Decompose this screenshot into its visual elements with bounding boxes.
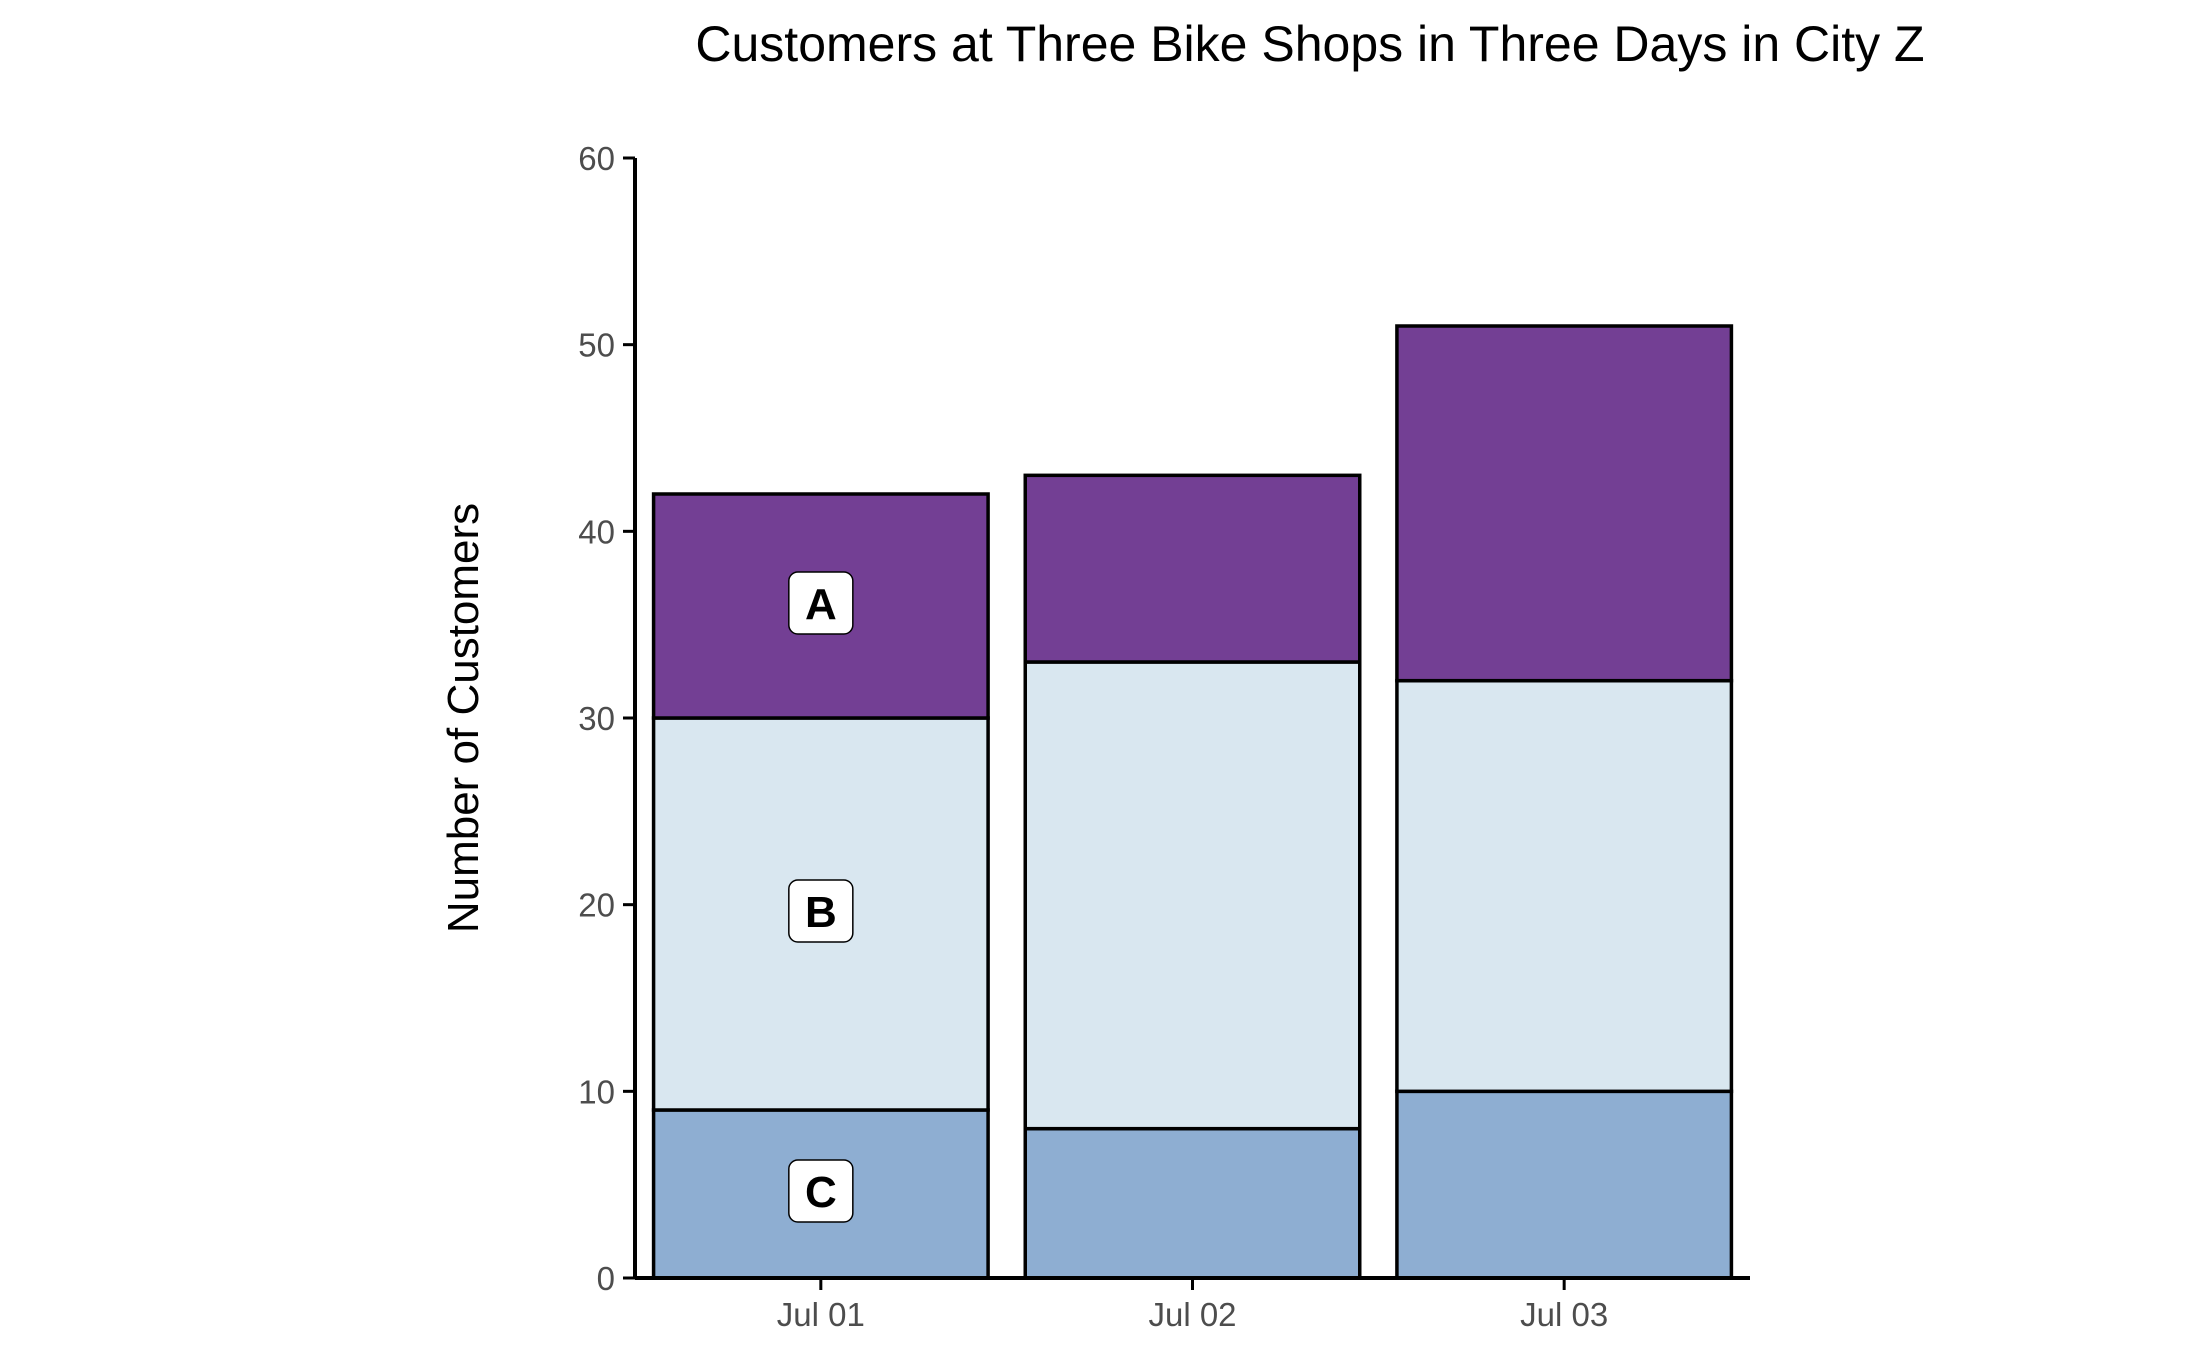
segment-labels-layer: A B C <box>788 571 854 1223</box>
chart-title: Customers at Three Bike Shops in Three D… <box>695 16 1924 72</box>
segment-label-b: B <box>805 888 837 937</box>
bar-segment-c-jul-02 <box>1023 1126 1362 1280</box>
segment-label-c: C <box>805 1168 837 1217</box>
segment-label-a: A <box>805 580 837 629</box>
y-tick-label: 30 <box>578 700 615 737</box>
y-tick-label: 10 <box>578 1073 615 1110</box>
y-tick-label: 40 <box>578 513 615 550</box>
bars-layer <box>651 324 1734 1280</box>
bar-segment-a-jul-02 <box>1023 473 1362 664</box>
y-tick-label: 60 <box>578 140 615 177</box>
x-tick-label-jul-03: Jul 03 <box>1520 1296 1608 1333</box>
axes-layer: 0 10 20 30 40 50 60 Jul 01 Jul 02 Jul 03 <box>578 140 1750 1333</box>
y-axis-title: Number of Customers <box>439 503 488 933</box>
y-tick-label: 0 <box>597 1260 615 1297</box>
x-tick-label-jul-01: Jul 01 <box>777 1296 865 1333</box>
bar-segment-a-jul-03 <box>1395 324 1734 683</box>
bar-segment-c-jul-03 <box>1395 1089 1734 1280</box>
segment-label-box-c <box>788 1159 854 1223</box>
segment-label-box-b <box>788 879 854 943</box>
y-tick-label: 20 <box>578 887 615 924</box>
y-tick-label: 50 <box>578 327 615 364</box>
bar-segment-b-jul-03 <box>1395 678 1734 1094</box>
segment-label-box-a <box>788 571 854 635</box>
bar-segment-b-jul-02 <box>1023 660 1362 1131</box>
x-tick-label-jul-02: Jul 02 <box>1148 1296 1236 1333</box>
